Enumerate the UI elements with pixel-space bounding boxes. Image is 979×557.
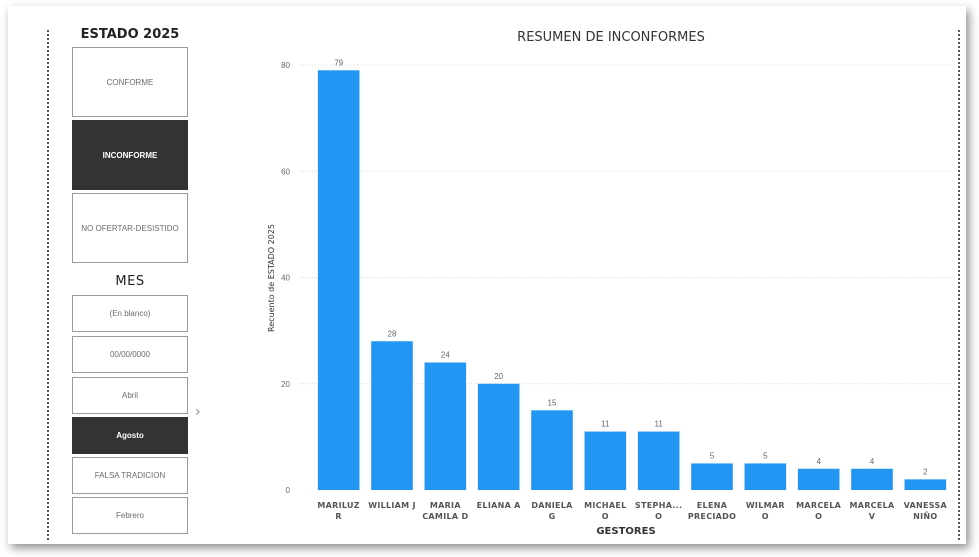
x-tick-label: ELIANA A bbox=[477, 501, 522, 510]
x-tick-label: ELENA bbox=[697, 501, 728, 510]
data-label: 4 bbox=[816, 457, 821, 466]
bar[interactable] bbox=[637, 431, 680, 490]
data-label: 11 bbox=[601, 420, 610, 429]
x-tick-label: MARCELA bbox=[849, 501, 895, 510]
chevron-right-icon[interactable]: › bbox=[195, 404, 201, 420]
data-label: 24 bbox=[441, 351, 450, 360]
chart-title: RESUMEN DE INCONFORMES bbox=[517, 30, 705, 45]
x-tick-label: NIÑO bbox=[913, 511, 937, 521]
chart-gridlines: 0 20 40 60 80 bbox=[281, 61, 955, 495]
data-label: 28 bbox=[388, 329, 397, 338]
mes-option[interactable]: FALSA TRADICION bbox=[72, 457, 188, 494]
y-tick-label: 0 bbox=[286, 486, 291, 495]
bar[interactable] bbox=[371, 341, 413, 490]
x-tick-label: MICHAEL bbox=[584, 501, 626, 510]
data-label: 79 bbox=[334, 58, 343, 67]
x-tick-label: O bbox=[655, 512, 662, 521]
x-tick-label: VANESSA bbox=[904, 501, 948, 510]
right-dotted-divider bbox=[958, 30, 960, 540]
bar[interactable] bbox=[744, 463, 787, 490]
x-tick-label: V bbox=[869, 512, 876, 521]
estado-slicer-title: ESTADO 2025 bbox=[80, 27, 180, 42]
bar[interactable] bbox=[424, 362, 467, 491]
estado-option[interactable]: INCONFORME bbox=[72, 120, 188, 190]
mes-option[interactable]: Febrero bbox=[72, 497, 188, 534]
y-axis-label: Recuento de ESTADO 2025 bbox=[267, 224, 276, 332]
y-tick-label: 20 bbox=[281, 380, 290, 389]
data-label: 2 bbox=[923, 467, 928, 476]
x-axis-label: GESTORES bbox=[596, 526, 655, 537]
y-tick-label: 40 bbox=[281, 274, 290, 283]
x-tick-label: DANIELA bbox=[531, 501, 573, 510]
x-tick-label: STEPHA... bbox=[635, 501, 682, 510]
mes-option[interactable]: 00/00/0000 bbox=[72, 336, 188, 373]
estado-option[interactable]: NO OFERTAR-DESISTIDO bbox=[72, 193, 188, 263]
estado-option[interactable]: CONFORME bbox=[72, 47, 188, 117]
x-tick-label: MARIA bbox=[430, 501, 461, 510]
y-tick-label: 80 bbox=[281, 61, 290, 70]
x-tick-label: CAMILA D bbox=[422, 512, 468, 521]
mes-option[interactable]: Agosto bbox=[72, 417, 188, 454]
data-label: 5 bbox=[710, 451, 715, 460]
bar[interactable] bbox=[797, 468, 840, 490]
bar[interactable] bbox=[531, 410, 573, 490]
bar[interactable] bbox=[317, 70, 360, 490]
data-label: 11 bbox=[655, 420, 664, 429]
data-label: 5 bbox=[763, 451, 768, 460]
bar[interactable] bbox=[584, 431, 627, 490]
data-label: 15 bbox=[548, 398, 557, 407]
x-tick-label: R bbox=[335, 512, 341, 521]
mes-slicer-title: MES bbox=[115, 274, 145, 289]
bar[interactable] bbox=[851, 468, 893, 490]
data-label: 20 bbox=[494, 372, 503, 381]
x-tick-label: WILLIAM J bbox=[368, 501, 416, 510]
x-tick-label: G bbox=[549, 512, 556, 521]
data-label: 4 bbox=[870, 457, 875, 466]
y-tick-label: 60 bbox=[281, 167, 290, 176]
left-dotted-divider bbox=[47, 30, 49, 540]
x-tick-label: O bbox=[815, 512, 822, 521]
x-tick-label: PRECIADO bbox=[688, 512, 736, 521]
x-tick-label: WILMAR bbox=[746, 501, 785, 510]
x-tick-label: O bbox=[602, 512, 609, 521]
mes-option[interactable]: Abril bbox=[72, 377, 188, 414]
bar[interactable] bbox=[477, 383, 520, 490]
mes-option[interactable]: (En blanco) bbox=[72, 295, 188, 332]
bar[interactable] bbox=[691, 463, 733, 490]
x-tick-label: MARILUZ bbox=[317, 501, 360, 510]
x-tick-label: O bbox=[762, 512, 769, 521]
x-tick-label: MARCELA bbox=[796, 501, 842, 510]
bar[interactable] bbox=[904, 479, 947, 490]
